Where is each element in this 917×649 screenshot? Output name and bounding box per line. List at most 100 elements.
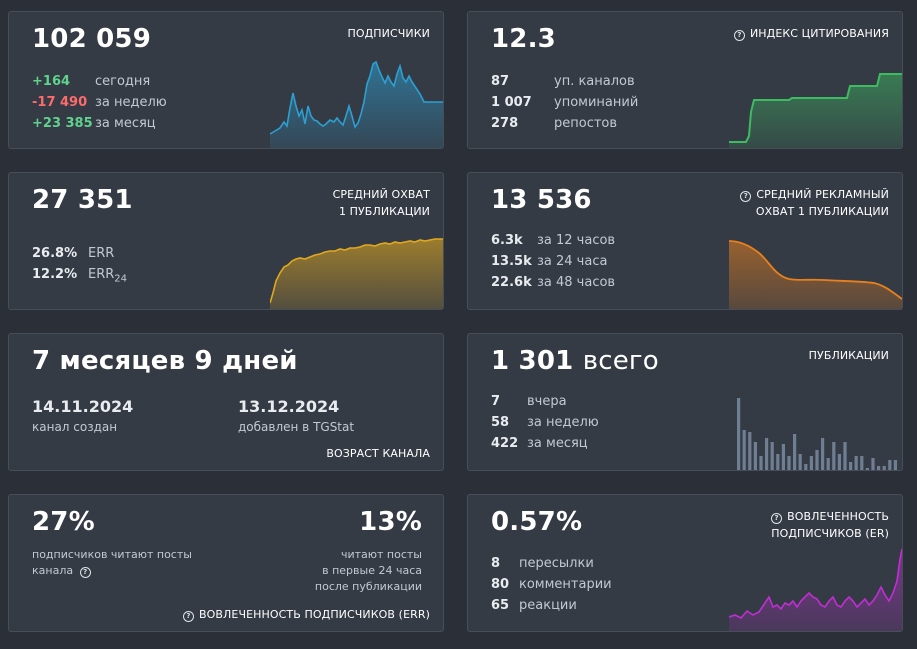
stat-value: 278 <box>491 116 519 131</box>
citation-step-chart <box>729 73 902 148</box>
added-label: добавлен в TGStat <box>238 420 355 434</box>
help-icon[interactable]: ? <box>771 513 783 524</box>
help-icon[interactable]: ? <box>733 30 745 41</box>
channel-created: 14.11.2024 канал создан <box>32 397 133 434</box>
publication-bar <box>888 460 892 470</box>
er-line <box>729 548 902 619</box>
er-card[interactable]: 0.57% ? ВОВЛЕЧЕННОСТЬ ПОДПИСЧИКОВ (ER) 8 пе… <box>467 494 903 632</box>
publication-bar <box>849 462 853 470</box>
channel-added: 13.12.2024 добавлен в TGStat <box>238 397 354 434</box>
help-icon[interactable]: ? <box>182 611 194 622</box>
stat-value: +164 <box>32 74 71 89</box>
stat-yesterday: 7 вчера <box>491 391 599 412</box>
stat-label: за 48 часов <box>537 275 616 290</box>
reach-area <box>270 239 443 309</box>
channel-age-card[interactable]: 7 месяцев 9 дней 14.11.2024 канал создан… <box>8 333 444 471</box>
ad-reach-title: ? СРЕДНИЙ РЕКЛАМНЫЙ ОХВАТ 1 ПУБЛИКАЦИИ <box>740 186 889 220</box>
publication-bar <box>854 456 858 470</box>
stat-value: 7 <box>491 394 501 409</box>
help-icon[interactable]: ? <box>740 191 752 202</box>
stat-err24: 12.2% ERR24 <box>32 264 127 285</box>
stat-value: 422 <box>491 436 519 451</box>
er-stats: 8 пересылки 80 комментарии 65 реакции <box>491 553 612 616</box>
citation-index-value: 12.3 <box>491 24 556 54</box>
publication-bar <box>737 398 741 470</box>
err-left-desc: подписчиков читают посты канала ? <box>32 547 192 579</box>
desc-line: в первые 24 часа <box>322 564 422 577</box>
publication-bar <box>759 456 763 470</box>
stat-week: 58 за неделю <box>491 412 599 433</box>
avg-reach-chart <box>270 238 443 309</box>
publication-bar <box>753 442 757 470</box>
publications-value: 1 301 всего <box>491 346 659 376</box>
desc-line: канала ? <box>32 563 192 579</box>
stat-value: 26.8% <box>32 246 78 261</box>
publications-title: ПУБЛИКАЦИИ <box>808 349 889 362</box>
stat-label: за месяц <box>527 436 588 451</box>
stat-forwards: 8 пересылки <box>491 553 612 574</box>
publication-bar <box>815 450 819 470</box>
stat-12h: 6.3k за 12 часов <box>491 230 615 251</box>
publication-bar <box>832 442 836 470</box>
stat-label: репостов <box>554 116 618 131</box>
stat-value: 87 <box>491 74 510 89</box>
citation-title-text: ИНДЕКС ЦИТИРОВАНИЯ <box>749 27 889 40</box>
citation-index-card[interactable]: 12.3 ? ИНДЕКС ЦИТИРОВАНИЯ 87 уп. каналов 1… <box>467 11 903 149</box>
publications-card[interactable]: 1 301 всего ПУБЛИКАЦИИ 7 вчера 58 за недел… <box>467 333 903 471</box>
er-sparkline <box>729 548 902 631</box>
added-date: 13.12.2024 <box>238 397 340 416</box>
publications-total: 1 301 <box>491 346 574 376</box>
created-date: 14.11.2024 <box>32 397 134 416</box>
publication-bar <box>776 454 780 470</box>
subscribers-count: 102 059 <box>32 24 151 54</box>
ad-reach-card[interactable]: 13 536 ? СРЕДНИЙ РЕКЛАМНЫЙ ОХВАТ 1 ПУБЛИКА… <box>467 172 903 310</box>
stat-reactions: 65 реакции <box>491 595 612 616</box>
publication-bar <box>821 438 825 470</box>
publication-bar <box>809 456 813 470</box>
title-line: СРЕДНИЙ ОХВАТ <box>332 188 430 201</box>
publication-bar <box>748 432 752 470</box>
err-card[interactable]: 27% подписчиков читают посты канала ? 13… <box>8 494 444 632</box>
stat-month: 422 за месяц <box>491 433 599 454</box>
desc-line: подписчиков читают посты <box>32 548 192 561</box>
stat-label: уп. каналов <box>554 74 635 89</box>
step-area <box>729 74 902 148</box>
stat-label: ERR <box>88 246 115 261</box>
err-right-value: 13% <box>359 507 422 537</box>
err-title-text: ВОВЛЕЧЕННОСТЬ ПОДПИСЧИКОВ (ERR) <box>198 608 430 621</box>
stat-value: 8 <box>491 556 501 571</box>
citation-stats: 87 уп. каналов 1 007 упоминаний 278 репосто… <box>491 71 638 134</box>
stat-label: за месяц <box>95 116 156 131</box>
sparkline-area <box>270 62 443 148</box>
desc-line: читают посты <box>340 548 422 561</box>
subscribers-stats: +164 сегодня -17 490 за неделю +23 385 за м… <box>32 71 167 134</box>
publication-bar <box>804 464 808 470</box>
stat-label: за 12 часов <box>537 233 616 248</box>
title-line: 1 ПУБЛИКАЦИИ <box>338 205 430 218</box>
stat-label-sub: 24 <box>114 273 128 285</box>
er-value: 0.57% <box>491 507 583 537</box>
stat-today: +164 сегодня <box>32 71 167 92</box>
subscribers-sparkline <box>270 60 443 148</box>
desc-line-text: канала <box>32 564 74 577</box>
stat-value: 13.5k <box>491 254 532 269</box>
help-icon[interactable]: ? <box>79 567 91 578</box>
publication-bar <box>882 466 886 470</box>
publication-bar <box>770 442 774 470</box>
stat-value: 1 007 <box>491 95 532 110</box>
stat-value: 58 <box>491 415 510 430</box>
er-area <box>729 549 902 631</box>
stat-24h: 13.5k за 24 часа <box>491 251 615 272</box>
stat-month: +23 385 за месяц <box>32 113 167 134</box>
stat-value: 6.3k <box>491 233 523 248</box>
publication-bar <box>781 444 785 470</box>
avg-reach-card[interactable]: 27 351 СРЕДНИЙ ОХВАТ 1 ПУБЛИКАЦИИ 26.8% ER… <box>8 172 444 310</box>
subscribers-card[interactable]: 102 059 ПОДПИСЧИКИ +164 сегодня -17 490 за… <box>8 11 444 149</box>
ad-reach-chart <box>729 240 902 309</box>
err-right-desc: читают посты в первые 24 часа после публ… <box>315 547 422 595</box>
publication-bar <box>793 434 797 470</box>
stat-value: 22.6k <box>491 275 532 290</box>
channel-age-value: 7 месяцев 9 дней <box>32 346 298 376</box>
stat-label: сегодня <box>95 74 151 89</box>
publication-bar <box>843 442 847 470</box>
